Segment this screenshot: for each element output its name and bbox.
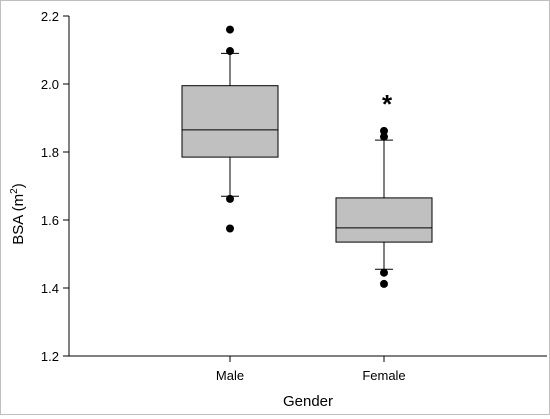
box-female: * [335,89,433,288]
axes: 1.2 1.4 1.6 1.8 2.0 2.2 Male Female [41,9,547,383]
x-axis-title: Gender [283,393,333,410]
y-axis-title: BSA (m2) [9,183,27,244]
y-tick-label: 1.2 [41,349,59,364]
iqr-box [181,85,279,158]
box-series: * [181,25,433,288]
y-tick-label: 1.6 [41,213,59,228]
y-tick-label: 2.0 [41,77,59,92]
y-axis-title-text: BSA (m [10,194,27,245]
x-tick-label: Female [362,368,405,383]
outlier-point [226,224,234,233]
iqr-box [335,197,433,243]
y-axis-title-close: ) [10,183,27,188]
outlier-point [380,126,388,135]
x-tick-label: Male [216,368,244,383]
y-tick-label: 1.8 [41,145,59,160]
significance-marker: * [382,89,393,119]
y-tick-label: 2.2 [41,9,59,24]
outlier-point [380,268,388,277]
outlier-point [226,194,234,203]
y-tick-label: 1.4 [41,281,59,296]
box-male [181,25,279,233]
outlier-point [380,132,388,141]
outlier-point [380,279,388,288]
outlier-point [226,25,234,34]
y-axis-title-superscript: 2 [9,188,20,194]
outlier-point [226,47,234,56]
